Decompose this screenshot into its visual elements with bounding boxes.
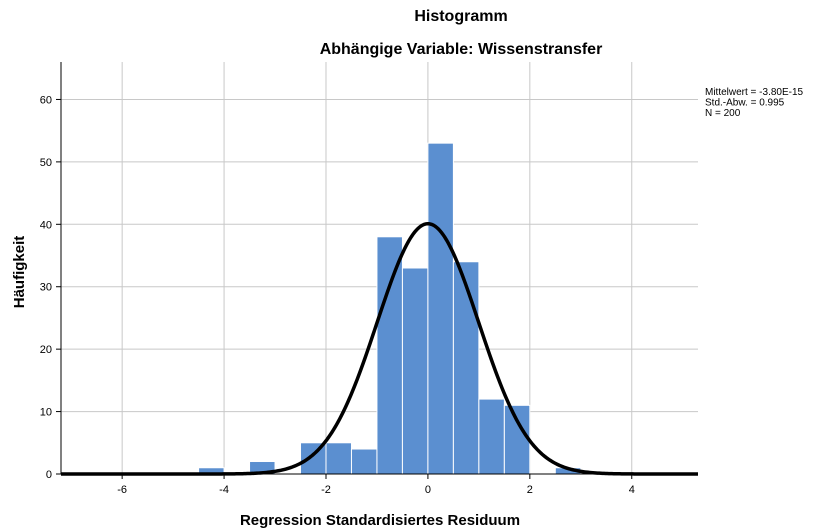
x-tick-label: 0 — [425, 484, 431, 496]
histogram-bar — [325, 442, 352, 475]
statistics-line: Std.-Abw. = 0.995 — [705, 98, 785, 109]
histogram-bar — [452, 261, 480, 475]
histogram-bar — [376, 236, 403, 475]
histogram-bar — [401, 267, 429, 475]
x-axis-title: Regression Standardisiertes Residuum — [240, 512, 520, 529]
y-tick-label: 10 — [40, 407, 52, 419]
chart-subtitle: Abhängige Variable: Wissenstransfer — [320, 41, 603, 58]
histogram-bar — [478, 398, 505, 475]
y-tick-label: 40 — [40, 219, 52, 231]
statistics-line: Mittelwert = -3.80E-15 — [705, 87, 804, 98]
axes — [56, 62, 698, 479]
histogram-bar — [503, 404, 531, 475]
y-tick-label: 30 — [40, 282, 52, 294]
y-tick-label: 20 — [40, 344, 52, 356]
histogram-bar — [350, 448, 378, 475]
y-tick-label: 60 — [40, 94, 52, 106]
x-tick-label: -4 — [219, 484, 229, 496]
x-tick-labels: -6 -4 -2 0 2 4 — [117, 484, 635, 496]
y-tick-label: 50 — [40, 157, 52, 169]
x-tick-label: -6 — [117, 484, 127, 496]
histogram-bar — [427, 142, 454, 475]
x-tick-label: -2 — [321, 484, 331, 496]
y-tick-labels: 0 10 20 30 40 50 60 — [40, 94, 52, 481]
histogram-bars — [198, 142, 582, 475]
x-tick-label: 4 — [629, 484, 635, 496]
y-tick-label: 0 — [46, 469, 52, 481]
x-tick-label: 2 — [527, 484, 533, 496]
chart-title: Histogramm — [414, 8, 507, 25]
statistics-line: N = 200 — [705, 108, 741, 119]
y-axis-title: Häufigkeit — [11, 236, 28, 309]
